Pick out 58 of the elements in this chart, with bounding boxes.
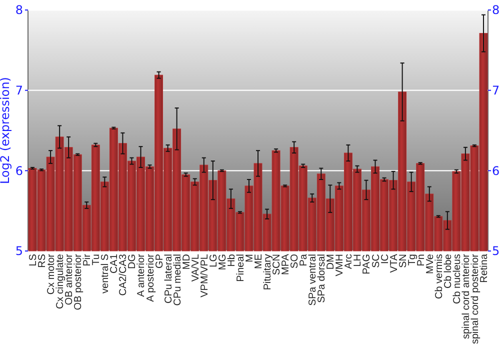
y2-tick-label: 8 — [492, 3, 500, 18]
x-tick-label: MPA — [280, 254, 292, 275]
x-tick-label: MVe — [424, 254, 436, 274]
x-tick-label: Hb — [226, 254, 238, 267]
x-tick-label: A anterior — [136, 253, 148, 297]
x-tick-label: IC — [380, 254, 391, 264]
x-tick-label: GP — [154, 254, 166, 268]
x-tick-label: SO — [290, 254, 301, 268]
x-tick-label: LS — [28, 254, 40, 266]
x-tick-label: Pir — [82, 253, 94, 266]
x-tick-label: MG — [217, 254, 228, 270]
x-tick-label: ME — [254, 254, 264, 269]
x-tick-label: Tg — [406, 254, 418, 266]
x-tick-label: DG — [127, 254, 138, 269]
x-tick-label: Cb nucleus — [452, 254, 463, 304]
x-tick-label: VTA — [388, 254, 400, 273]
x-tick-label: Cb vermis — [434, 254, 445, 300]
y2-tick-label: 5 — [492, 244, 500, 258]
x-tick-label: CA2/CA3 — [118, 254, 130, 296]
x-tick-label: RS — [37, 254, 48, 268]
y-tick-label: 5 — [15, 244, 23, 258]
x-tick-label: Pa — [298, 254, 310, 266]
x-tick-label: spinal cord anterior — [460, 253, 472, 340]
x-tick-label: A posterior — [145, 253, 156, 302]
x-tick-label: CPu lateral — [163, 254, 174, 304]
y-tick-label: 8 — [15, 3, 23, 18]
x-tick-label: SPa dorsal — [316, 254, 328, 303]
y2-tick-label: 7 — [492, 84, 500, 98]
x-tick-label: Cx cingulate — [55, 254, 66, 310]
x-tick-label: Pn — [416, 254, 427, 266]
x-tick-label: Arc — [344, 254, 355, 269]
x-tick-label: Retina — [478, 254, 490, 283]
y-tick-label: 6 — [15, 164, 23, 178]
x-tick-label: LH — [352, 254, 364, 267]
x-tick-label: VPM/VPL — [199, 254, 210, 298]
x-tick-label: Pituitary — [262, 254, 274, 290]
x-tick-label: OB posterior — [73, 253, 84, 310]
y-tick-label: 7 — [15, 84, 23, 98]
x-tick-label: PAG — [362, 254, 373, 274]
x-tick-label: SN — [398, 254, 409, 268]
x-tick-label: M — [244, 254, 256, 262]
x-tick-label: Tu — [91, 254, 102, 266]
x-tick-label: VMH — [334, 254, 346, 276]
x-tick-label: ventral S — [100, 254, 112, 294]
x-tick-label: Cb lobe — [442, 254, 454, 288]
x-tick-label: Pineal — [235, 254, 246, 282]
x-tick-label: CA1 — [109, 254, 120, 274]
y2-tick-label: 6 — [492, 164, 500, 178]
x-tick-label: VA/VL — [190, 254, 202, 282]
x-tick-label: MD — [181, 254, 192, 270]
x-tick-label: LG — [208, 254, 220, 268]
x-tick-label: DM — [326, 254, 337, 270]
y-axis-title: Log2 (expression) — [0, 77, 12, 184]
x-tick-label: OB anterior — [64, 253, 76, 306]
x-tick-label: SC — [370, 254, 382, 268]
x-tick-label: SCN — [272, 254, 283, 276]
x-tick-label: spinal cord posterior — [470, 253, 481, 344]
x-tick-label: CPu medial — [172, 254, 184, 306]
